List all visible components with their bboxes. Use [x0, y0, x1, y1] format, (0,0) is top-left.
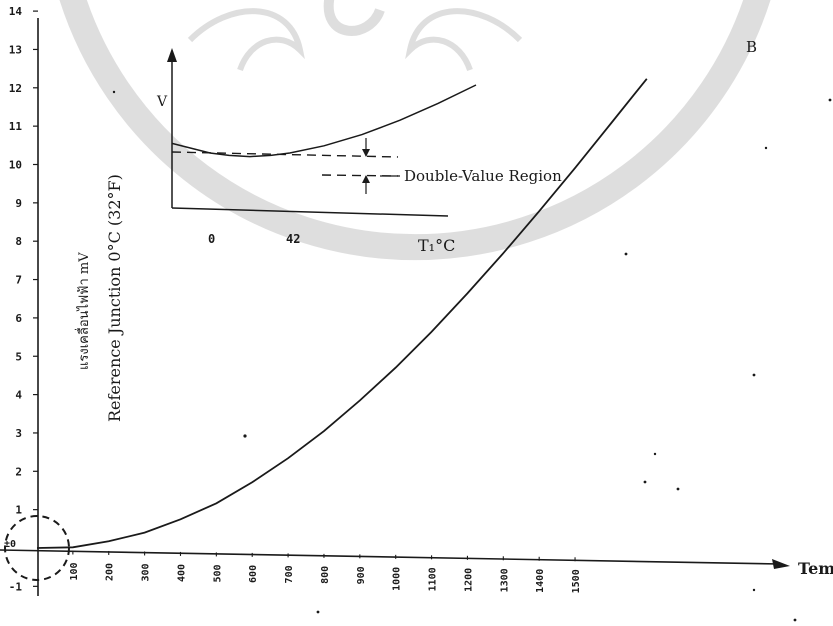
y-tick-label: 3: [15, 427, 22, 440]
x-tick-label: 400: [176, 564, 187, 582]
y-axis-label-thai: แรงเคลื่อนไฟฟ้า mV: [75, 252, 92, 370]
x-ticks: 100 200 300 400 500 600 700 800 900 1000 1100 1200 1…: [69, 550, 582, 593]
inset-y-arrow: [167, 48, 177, 62]
inset-region-label: Double-Value Region: [404, 167, 562, 185]
inset-y-label: V: [156, 94, 168, 110]
x-tick-label: 1200: [463, 568, 474, 592]
x-tick-label: 600: [248, 565, 259, 583]
x-tick-label: 900: [356, 566, 367, 584]
x-tick-label: 1100: [428, 567, 439, 591]
x-tick-label: 300: [141, 563, 152, 581]
y-tick-label: 9: [15, 197, 22, 210]
scan-specks: [112, 90, 832, 622]
x-tick-label: 800: [320, 566, 331, 584]
y-tick-label: -1: [9, 580, 23, 593]
x-tick-label: 1500: [571, 569, 582, 593]
series-b-label: B: [746, 38, 757, 56]
inset-x-label: T₁°C: [418, 236, 455, 255]
y-tick-label: 8: [15, 235, 22, 248]
inset-region-arrow-lower: [362, 175, 370, 183]
inset-x-tick-0: 0: [208, 232, 215, 246]
x-tick-label: 1400: [535, 569, 546, 593]
y-tick-label: 11: [9, 120, 23, 133]
inset-x-axis: [171, 207, 449, 217]
y-tick-label: 4: [15, 389, 22, 402]
y-tick-label: 13: [9, 43, 22, 56]
x-axis: [0, 549, 781, 565]
y-tick-label: 6: [15, 312, 22, 325]
y-tick-label: 12: [9, 82, 22, 95]
x-tick-label: 100: [69, 562, 80, 580]
x-tick-label: 700: [284, 565, 295, 583]
y-tick-label: 5: [15, 350, 22, 363]
x-tick-label: 1000: [392, 567, 403, 591]
series-b-line: [36, 78, 648, 549]
x-tick-label: 200: [105, 563, 116, 581]
y-axis-label: Reference Junction 0°C (32°F): [105, 174, 124, 422]
y-tick-label: 10: [9, 159, 22, 172]
inset-dashed-level-upper: [171, 151, 399, 158]
y-tick-label: 2: [15, 465, 22, 478]
y-tick-label: 14: [9, 5, 23, 18]
inset-plot: V Double-Value Region 0 42 T₁°C: [156, 48, 562, 255]
x-tick-label: 500: [212, 564, 223, 582]
inset-x-tick-42: 42: [286, 232, 300, 246]
y-zero-label: ±0: [4, 539, 16, 550]
x-axis-label: Temp °C: [798, 559, 833, 578]
y-tick-label: 1: [15, 504, 22, 517]
inset-curve: [171, 84, 477, 158]
x-axis-arrow: [772, 559, 790, 569]
y-tick-label: 7: [15, 274, 22, 287]
x-tick-label: 1300: [499, 568, 510, 592]
inset-region-arrow-upper: [362, 149, 370, 157]
watermark-seal: [59, 0, 771, 261]
